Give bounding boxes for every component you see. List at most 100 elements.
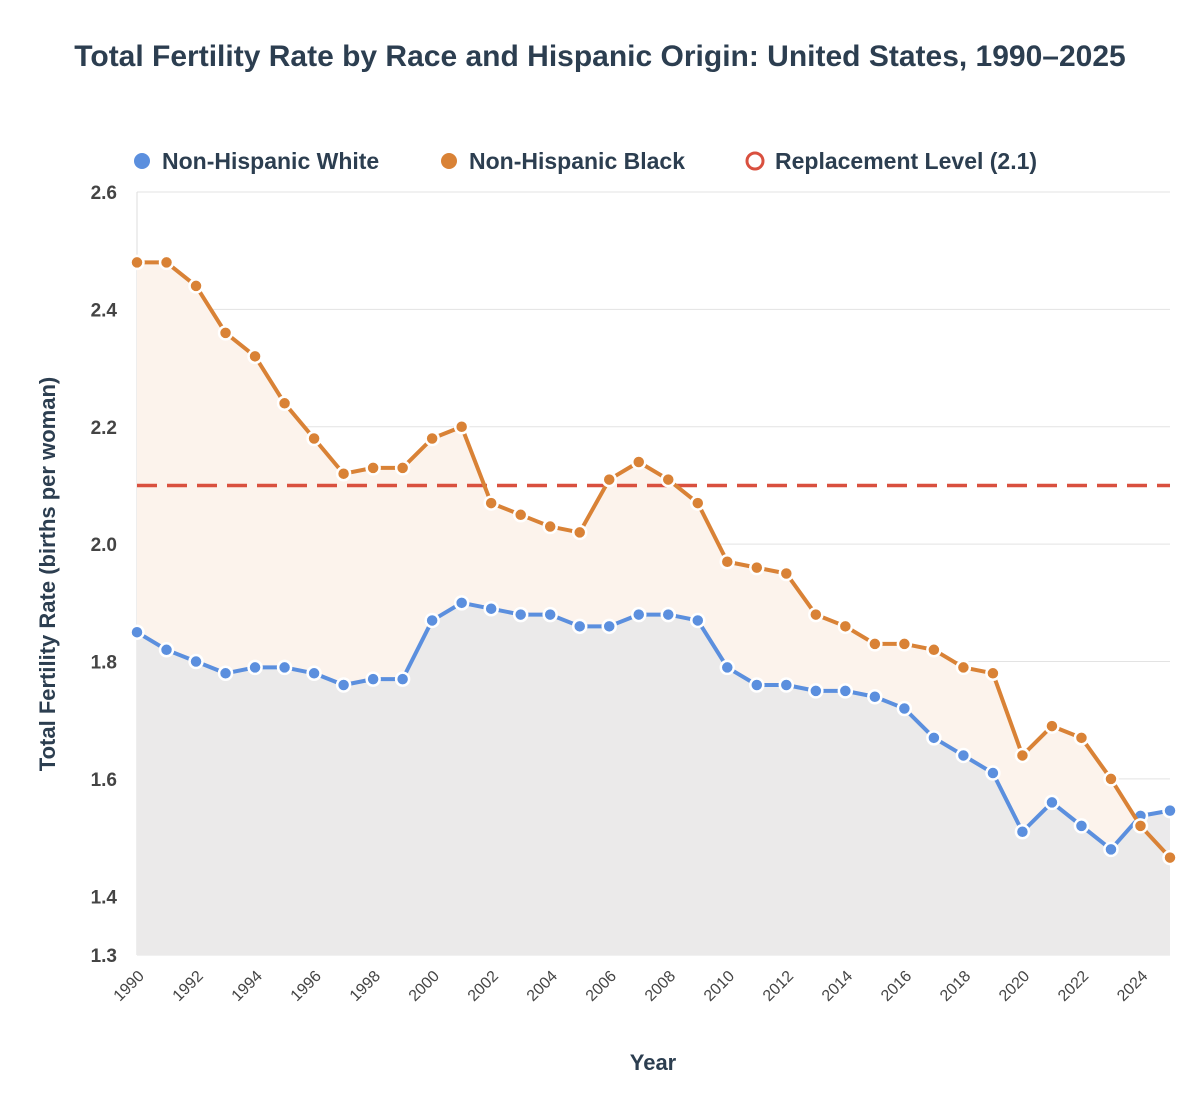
x-tick-label: 2024: [1114, 968, 1151, 1005]
point-non-hispanic-white: [867, 689, 883, 705]
x-tick-label: 1998: [347, 968, 384, 1005]
x-tick-label: 2020: [996, 968, 1033, 1005]
point-non-hispanic-white: [808, 683, 824, 699]
point-non-hispanic-white: [424, 612, 440, 629]
point-non-hispanic-white: [129, 624, 145, 640]
point-non-hispanic-white: [1103, 841, 1119, 858]
point-non-hispanic-white: [188, 653, 204, 670]
x-tick-label: 1992: [170, 968, 207, 1005]
point-non-hispanic-black: [690, 495, 706, 511]
x-tick-label: 1994: [229, 968, 266, 1005]
point-non-hispanic-black: [1014, 747, 1031, 764]
point-non-hispanic-white: [601, 618, 617, 635]
legend-label: Replacement Level (2.1): [775, 148, 1037, 174]
point-non-hispanic-white: [394, 671, 411, 687]
x-tick-label: 2006: [583, 968, 620, 1005]
legend-marker: [134, 153, 150, 169]
point-non-hispanic-white: [453, 595, 470, 611]
legend-label: Non-Hispanic Black: [469, 148, 685, 174]
point-non-hispanic-black: [571, 524, 588, 541]
point-non-hispanic-black: [630, 454, 647, 470]
x-tick-label: 2016: [878, 968, 915, 1005]
point-non-hispanic-white: [1162, 802, 1178, 819]
point-non-hispanic-black: [985, 665, 1001, 682]
x-axis-label: Year: [630, 1050, 677, 1075]
point-non-hispanic-white: [926, 730, 942, 746]
x-tick-label: 2022: [1055, 968, 1092, 1005]
point-non-hispanic-white: [571, 618, 588, 635]
point-non-hispanic-black: [217, 325, 234, 341]
point-non-hispanic-white: [985, 765, 1001, 781]
point-non-hispanic-white: [690, 612, 706, 629]
legend: Non-Hispanic White Non-Hispanic Black Repl…: [134, 148, 1037, 174]
point-non-hispanic-black: [424, 430, 440, 447]
y-tick-label: 2.2: [91, 418, 117, 439]
y-tick-label: 1.4: [91, 887, 118, 908]
x-tick-label: 2002: [465, 968, 502, 1005]
point-non-hispanic-black: [660, 471, 677, 488]
point-non-hispanic-white: [158, 642, 175, 658]
x-tick-label: 1996: [288, 968, 325, 1005]
point-non-hispanic-black: [1132, 818, 1149, 834]
point-non-hispanic-white: [719, 659, 736, 676]
point-non-hispanic-black: [1162, 849, 1178, 866]
point-non-hispanic-white: [217, 665, 234, 682]
point-non-hispanic-white: [306, 665, 322, 682]
point-non-hispanic-black: [247, 348, 263, 365]
x-tick-label: 2000: [406, 968, 443, 1005]
point-non-hispanic-white: [1014, 823, 1031, 840]
series-lines: [129, 254, 1178, 866]
point-non-hispanic-black: [1103, 771, 1119, 787]
point-non-hispanic-black: [955, 659, 972, 676]
point-non-hispanic-black: [188, 278, 204, 294]
point-non-hispanic-white: [749, 677, 765, 693]
point-non-hispanic-black: [394, 460, 411, 476]
point-non-hispanic-black: [896, 636, 913, 652]
y-axis-label: Total Fertility Rate (births per woman): [35, 377, 60, 771]
legend-label: Non-Hispanic White: [162, 148, 379, 174]
point-non-hispanic-black: [129, 254, 145, 271]
areas: [137, 262, 1170, 955]
x-tick-label: 2014: [819, 968, 856, 1005]
point-non-hispanic-black: [542, 518, 558, 535]
point-non-hispanic-black: [276, 395, 293, 412]
point-non-hispanic-black: [453, 419, 470, 435]
y-tick-label: 1.6: [91, 770, 117, 791]
point-non-hispanic-white: [335, 677, 352, 693]
point-non-hispanic-white: [542, 606, 558, 623]
x-tick-label: 2010: [701, 968, 738, 1005]
point-non-hispanic-white: [1044, 794, 1060, 811]
y-tick-label: 2.6: [91, 183, 117, 204]
point-non-hispanic-black: [719, 554, 736, 570]
point-non-hispanic-black: [1073, 730, 1090, 746]
point-non-hispanic-black: [867, 636, 883, 652]
area-non-hispanic-white: [137, 602, 1170, 955]
point-non-hispanic-white: [483, 600, 499, 617]
x-axis: 1990 1992 1994 1996 1998 2000 2002 2004 2006 2008…: [111, 968, 1152, 1005]
point-non-hispanic-black: [749, 559, 765, 576]
point-non-hispanic-white: [896, 700, 913, 717]
point-non-hispanic-black: [158, 254, 175, 271]
point-non-hispanic-white: [837, 683, 854, 699]
point-non-hispanic-white: [955, 747, 972, 764]
point-non-hispanic-white: [660, 606, 677, 623]
y-tick-label: 2.4: [91, 300, 118, 321]
point-non-hispanic-black: [601, 471, 617, 488]
point-non-hispanic-black: [837, 618, 854, 635]
x-tick-label: 2018: [937, 968, 974, 1005]
point-non-hispanic-white: [276, 659, 293, 676]
point-non-hispanic-black: [335, 465, 352, 482]
point-non-hispanic-black: [926, 642, 942, 658]
point-non-hispanic-white: [1073, 818, 1090, 834]
legend-marker: [441, 153, 457, 169]
point-non-hispanic-black: [483, 495, 499, 511]
point-non-hispanic-black: [808, 606, 824, 623]
x-tick-label: 2012: [760, 968, 797, 1005]
point-non-hispanic-black: [778, 565, 795, 582]
x-tick-label: 1990: [111, 968, 148, 1005]
point-non-hispanic-white: [512, 606, 529, 623]
x-tick-label: 2008: [642, 968, 679, 1005]
legend-marker: [745, 151, 765, 171]
y-tick-label: 2.0: [91, 535, 117, 556]
